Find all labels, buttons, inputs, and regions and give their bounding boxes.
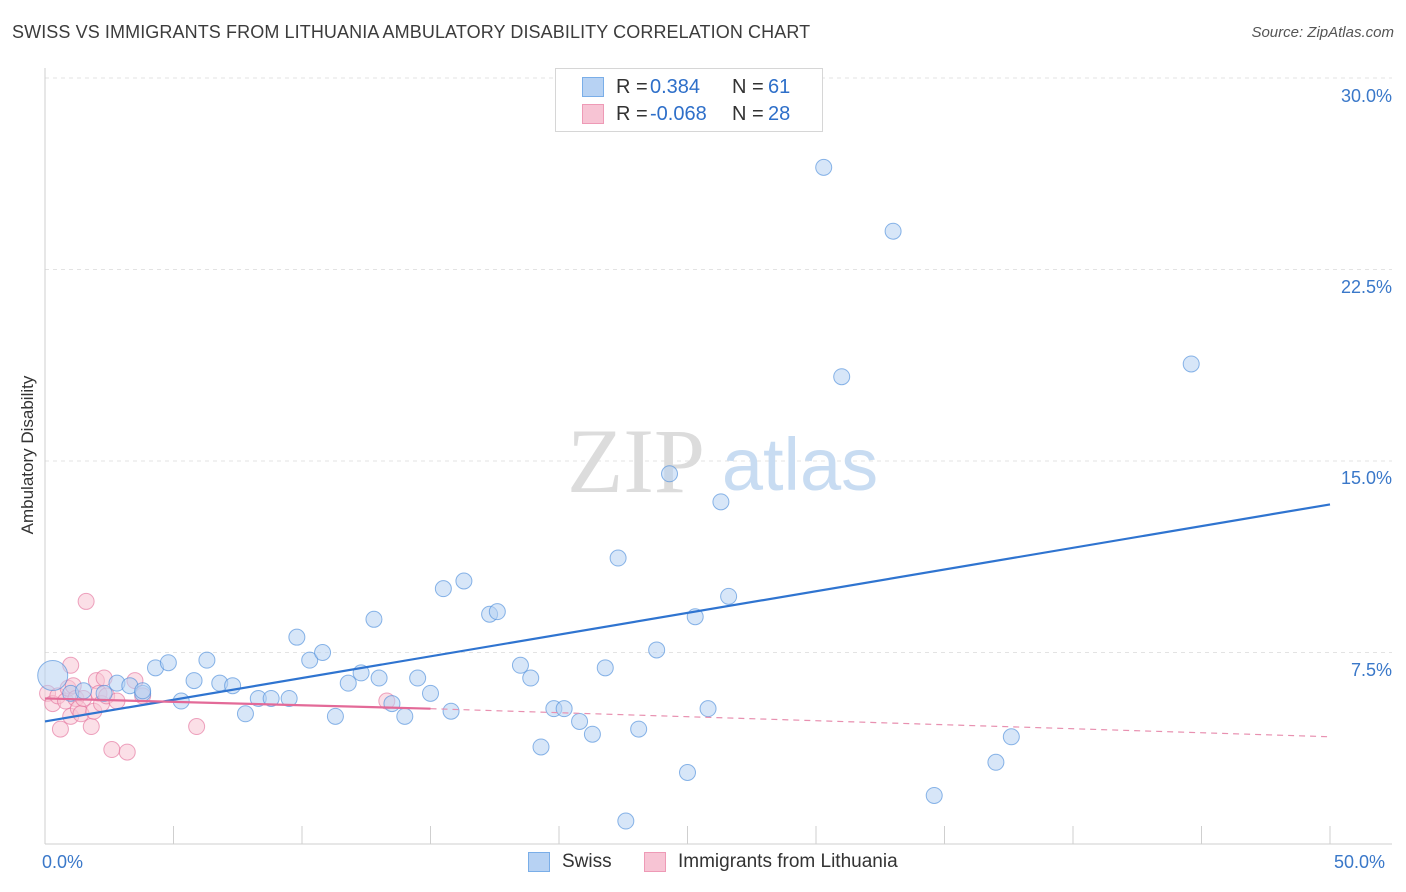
swiss-trend-line [44, 503, 1331, 723]
legend-r-value: 0.384 [650, 75, 701, 98]
swiss-point [236, 705, 254, 723]
swiss-points [37, 158, 1200, 830]
swiss-point [488, 603, 506, 621]
lithuania-trend-line [44, 697, 431, 710]
swiss-point [1002, 728, 1020, 746]
swiss-point [95, 684, 113, 702]
swiss-point [442, 702, 460, 720]
y-tick-30: 30.0% [1340, 86, 1392, 106]
swiss-point [280, 689, 298, 707]
bottom-legend-swatch-swiss [528, 852, 550, 872]
x-tick-min: 0.0% [42, 852, 84, 872]
lithuania-trend-extension [430, 708, 1331, 738]
swiss-point [712, 493, 730, 511]
swiss-point [339, 674, 357, 692]
y-tick-7-5: 7.5% [1350, 660, 1392, 680]
bottom-legend-lithuania: Immigrants from Lithuania [644, 851, 898, 873]
source-label: Source: ZipAtlas.com [1251, 24, 1394, 41]
swiss-point [383, 695, 401, 713]
swiss-point [511, 656, 529, 674]
trend-lines [44, 503, 1331, 738]
swiss-point [833, 368, 851, 386]
legend-n-value: 28 [768, 102, 791, 125]
lithuania-point [188, 718, 206, 736]
swiss-point [1182, 355, 1200, 373]
y-tick-22-5: 22.5% [1340, 277, 1392, 297]
swiss-point [396, 707, 414, 725]
legend-swatch-lithuania [582, 104, 604, 124]
x-tick-max: 50.0% [1334, 852, 1386, 872]
swiss-point [648, 641, 666, 659]
bottom-legend-label-lithuania: Immigrants from Lithuania [678, 851, 898, 872]
legend-r-label: R = [616, 102, 648, 125]
lithuania-point [118, 743, 136, 761]
lithuania-point [77, 592, 95, 610]
swiss-point [288, 628, 306, 646]
swiss-point [720, 587, 738, 605]
legend-r-value: -0.068 [650, 102, 707, 125]
lithuania-point [51, 720, 69, 738]
swiss-point [522, 669, 540, 687]
swiss-point [925, 786, 943, 804]
legend-n-label: N = [732, 102, 764, 125]
bottom-legend-swiss: Swiss [528, 851, 612, 873]
swiss-point [661, 465, 679, 483]
swiss-point [159, 654, 177, 672]
swiss-point [409, 669, 427, 687]
swiss-point [987, 753, 1005, 771]
swiss-point [434, 580, 452, 598]
bottom-legend-swatch-lithuania [644, 852, 666, 872]
swiss-point [815, 158, 833, 176]
swiss-point [75, 682, 93, 700]
bottom-legend-label-swiss: Swiss [562, 851, 612, 872]
swiss-point [596, 659, 614, 677]
legend-r-label: R = [616, 75, 648, 98]
swiss-point [198, 651, 216, 669]
swiss-point [455, 572, 473, 590]
chart-title: SWISS VS IMMIGRANTS FROM LITHUANIA AMBUL… [12, 22, 811, 42]
legend-n-value: 61 [768, 75, 791, 98]
watermark-atlas: atlas [722, 423, 878, 506]
swiss-point [365, 610, 383, 628]
legend-row-lithuania: R = -0.068 N = 28 [582, 102, 790, 126]
legend-swatch-swiss [582, 77, 604, 97]
swiss-point [583, 725, 601, 743]
swiss-point [326, 707, 344, 725]
swiss-point [609, 549, 627, 567]
swiss-point [37, 659, 69, 691]
swiss-point [679, 764, 696, 782]
swiss-point [262, 689, 280, 707]
watermark: ZIP atlas [567, 410, 878, 512]
swiss-point [884, 222, 902, 240]
swiss-point [532, 738, 550, 756]
swiss-point [314, 644, 332, 661]
swiss-point [699, 700, 717, 718]
legend-row-swiss: R = 0.384 N = 61 [582, 75, 790, 99]
axes [44, 68, 1392, 845]
lithuania-point [82, 718, 100, 736]
swiss-point [555, 700, 573, 718]
swiss-point [301, 651, 319, 669]
swiss-point [617, 812, 635, 830]
swiss-point [422, 684, 439, 702]
swiss-point [370, 669, 388, 687]
grid-lines [45, 77, 1392, 653]
lithuania-point [103, 741, 121, 759]
swiss-point [134, 682, 152, 700]
swiss-point [185, 672, 203, 690]
watermark-zip: ZIP [567, 410, 705, 512]
correlation-legend: R = 0.384 N = 61 R = -0.068 N = 28 [555, 68, 823, 132]
swiss-point [630, 720, 648, 738]
legend-n-label: N = [732, 75, 764, 98]
y-tick-15: 15.0% [1340, 468, 1392, 488]
swiss-point [571, 712, 589, 730]
